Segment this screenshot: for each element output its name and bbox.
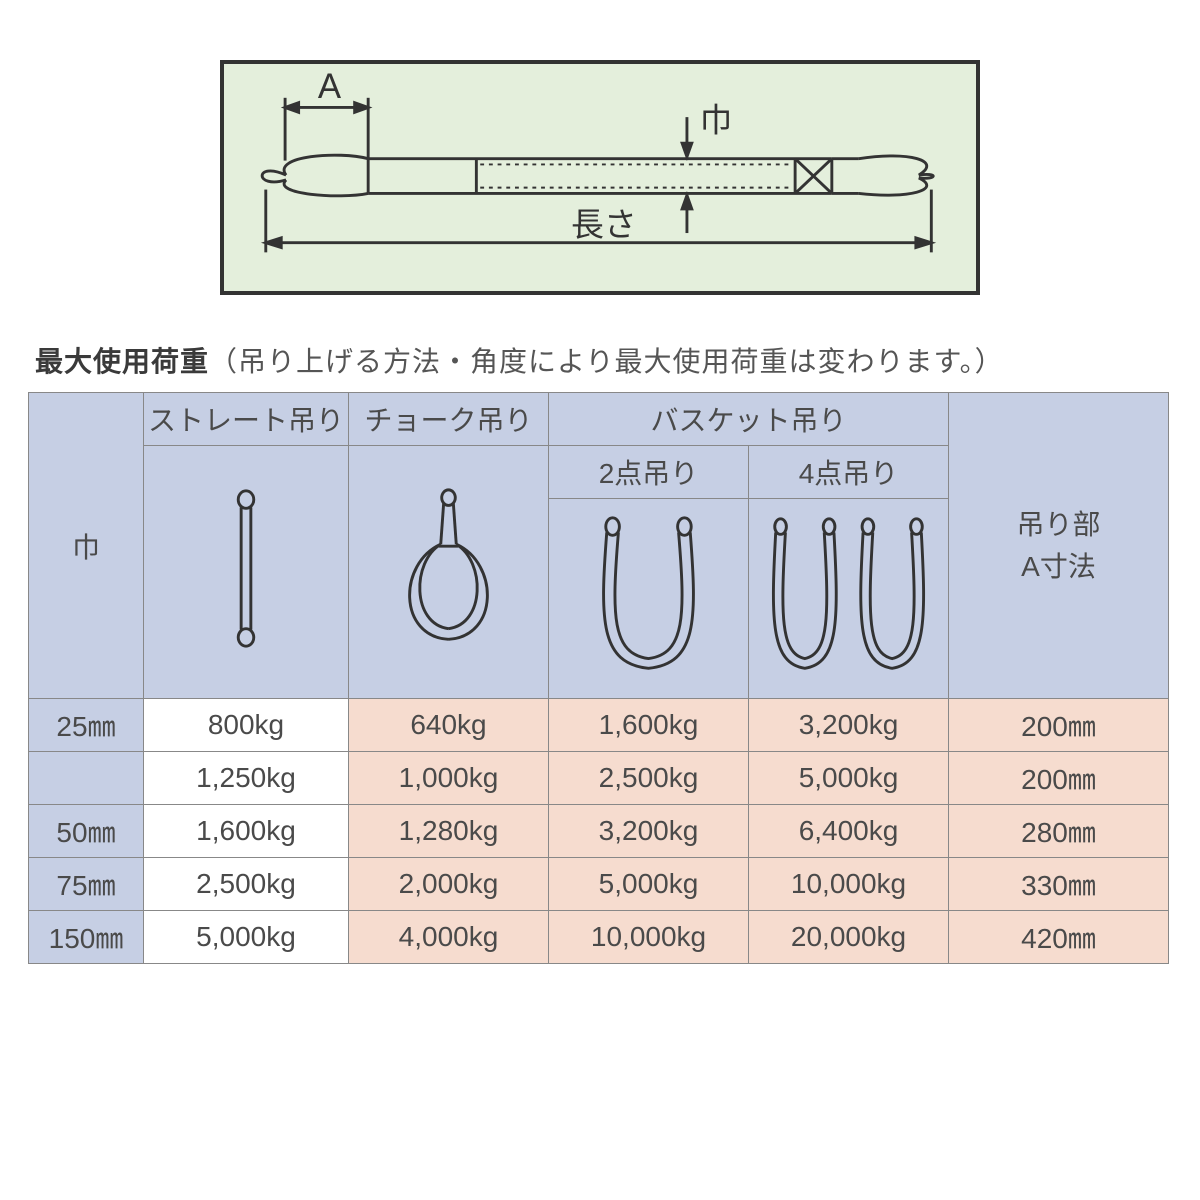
heading-note: （吊り上げる方法・角度により最大使用荷重は変わります。） — [209, 346, 1004, 377]
icon-basket-4 — [749, 499, 949, 699]
heading-row: 最大使用荷重（吊り上げる方法・角度により最大使用荷重は変わります。） — [0, 340, 1200, 380]
diagram-label-length: 長さ — [571, 206, 637, 243]
sling-diagram-svg: A 巾 長さ — [224, 64, 976, 291]
icon-choke — [349, 446, 549, 699]
cell-straight: 800kg — [144, 699, 349, 752]
table-row: 25㎜ 800kg 640kg 1,600kg 3,200kg 200㎜ — [29, 699, 1169, 752]
th-basket-2: 2点吊り — [549, 446, 749, 499]
cell-choke: 640kg — [349, 699, 549, 752]
cell-a: 200㎜ — [949, 699, 1169, 752]
diagram-label-a: A — [318, 68, 342, 106]
basket2-sling-icon — [549, 513, 748, 678]
cell-b2: 1,600kg — [549, 699, 749, 752]
page-canvas: A 巾 長さ 最大使用荷重（吊り上げる方法・角度により最大使用荷重は変わります。… — [0, 0, 1200, 1200]
cell-width: 25㎜ — [29, 699, 144, 752]
choke-sling-icon — [349, 486, 548, 651]
sling-diagram: A 巾 長さ — [220, 60, 980, 295]
diagram-label-width: 巾 — [699, 102, 732, 139]
heading-title: 最大使用荷重 — [35, 346, 209, 377]
straight-sling-icon — [144, 486, 348, 651]
table-row: 1,250kg 1,000kg 2,500kg 5,000kg 200㎜ — [29, 752, 1169, 805]
th-choke: チョーク吊り — [349, 393, 549, 446]
cell-b4: 3,200kg — [749, 699, 949, 752]
table-row: 75㎜ 2,500kg 2,000kg 5,000kg 10,000kg 330… — [29, 858, 1169, 911]
th-basket-4: 4点吊り — [749, 446, 949, 499]
th-straight: ストレート吊り — [144, 393, 349, 446]
table-row: 50㎜ 1,600kg 1,280kg 3,200kg 6,400kg 280㎜ — [29, 805, 1169, 858]
icon-straight — [144, 446, 349, 699]
th-width: 巾 — [29, 393, 144, 699]
load-table: 巾 ストレート吊り チョーク吊り バスケット吊り 吊り部 A寸法 — [28, 392, 1169, 964]
th-basket: バスケット吊り — [549, 393, 949, 446]
table-row: 150㎜ 5,000kg 4,000kg 10,000kg 20,000kg 4… — [29, 911, 1169, 964]
icon-basket-2 — [549, 499, 749, 699]
basket4-sling-icon — [749, 513, 948, 678]
th-adim: 吊り部 A寸法 — [949, 393, 1169, 699]
